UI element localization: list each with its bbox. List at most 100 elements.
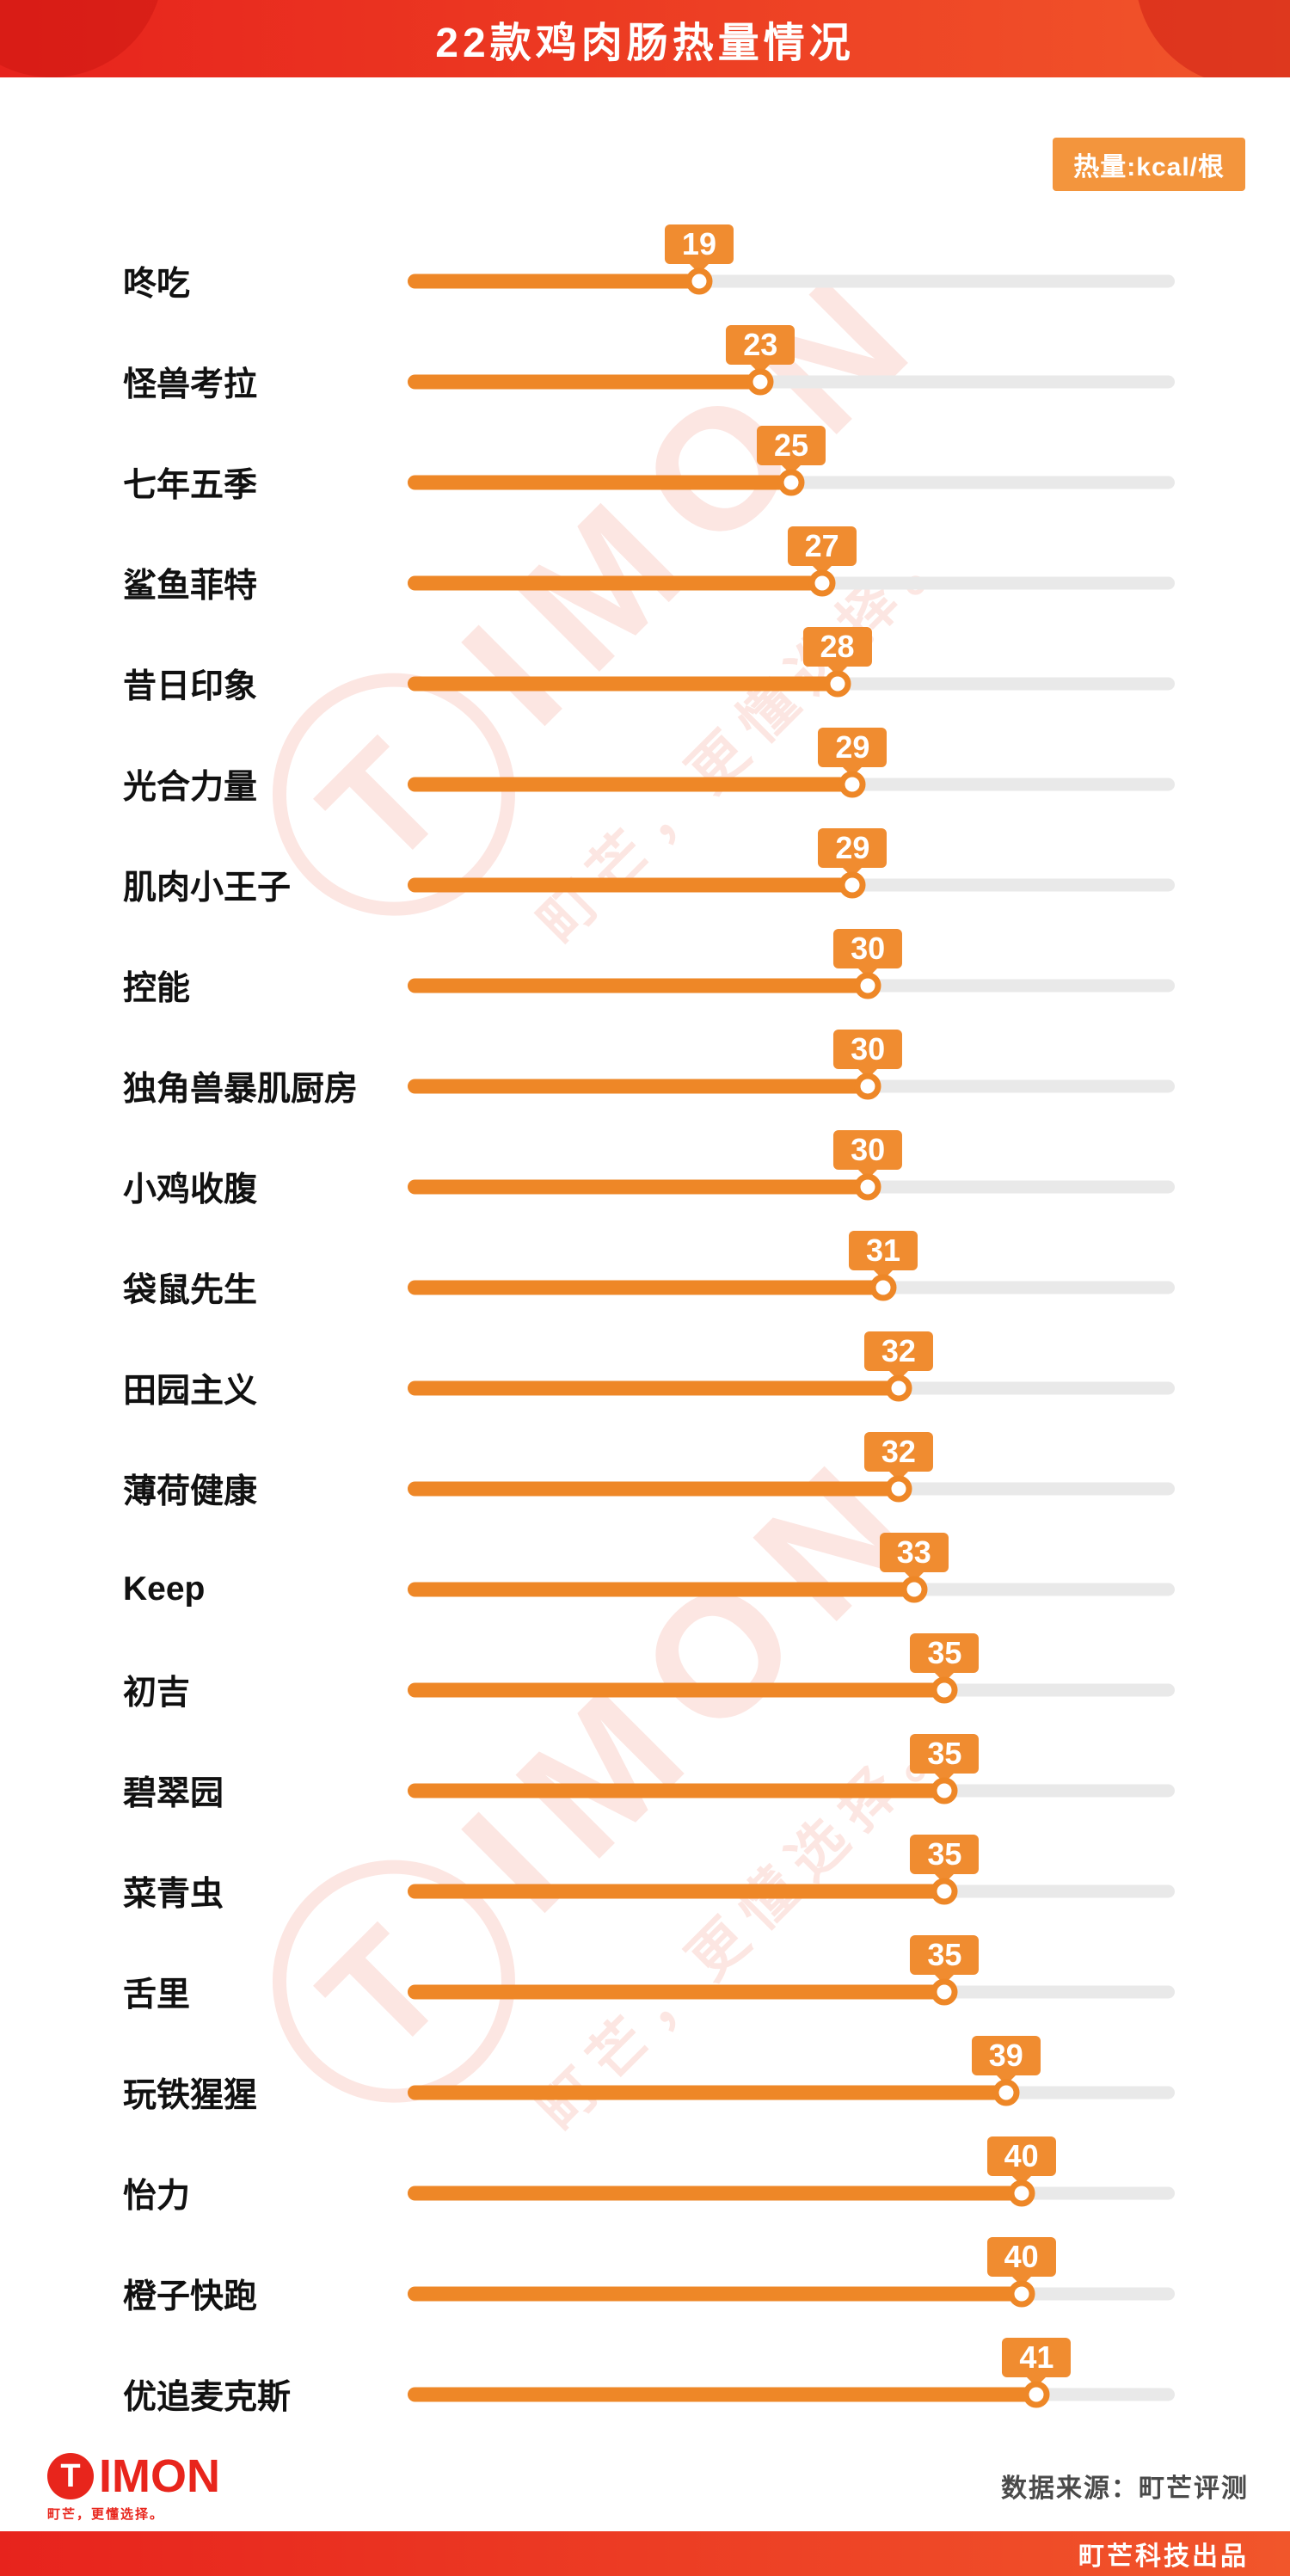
value-badge: 19 [664, 224, 734, 264]
value-label: 30 [851, 1132, 886, 1167]
slider-handle [885, 1475, 912, 1503]
footer-logo: T IMON 町芒，更懂选择。 [47, 2453, 220, 2523]
value-badge: 23 [726, 325, 796, 365]
slider-handle [992, 2079, 1020, 2106]
slider-fill [408, 274, 699, 289]
slider-handle [854, 1173, 882, 1201]
bar-area: 25 [408, 407, 1175, 507]
value-badge: 28 [802, 627, 872, 667]
bar-area: 32 [408, 1313, 1175, 1413]
product-label: 昔日印象 [123, 668, 258, 705]
product-label: 袋鼠先生 [123, 1272, 258, 1309]
slider-fill [408, 2286, 1022, 2302]
value-badge: 35 [910, 1633, 980, 1673]
bar-area: 40 [408, 2118, 1175, 2218]
slider-handle [838, 871, 866, 899]
chart-row: 昔日印象 28 [123, 608, 1175, 709]
product-label: 小鸡收腹 [123, 1171, 258, 1208]
footer-bar: 町芒科技出品 [0, 2531, 1290, 2576]
slider-handle [838, 771, 866, 798]
value-badge: 25 [756, 426, 826, 465]
value-badge: 40 [986, 2237, 1056, 2277]
slider-handle [931, 1676, 958, 1704]
chart-row: 七年五季 25 [123, 407, 1175, 507]
value-badge: 30 [833, 1130, 903, 1170]
chart-row: 怪兽考拉 23 [123, 306, 1175, 407]
value-badge: 27 [787, 526, 857, 566]
value-label: 35 [927, 1736, 962, 1771]
chart-row: 玩铁猩猩 39 [123, 2017, 1175, 2118]
chart-row: 光合力量 29 [123, 709, 1175, 809]
bar-area: 33 [408, 1514, 1175, 1614]
product-label: 怡力 [123, 2178, 191, 2215]
produced-by-label: 町芒科技出品 [1078, 2542, 1249, 2571]
value-badge: 29 [818, 828, 888, 868]
bar-area: 35 [408, 1715, 1175, 1816]
chart-row: 独角兽暴肌厨房 30 [123, 1011, 1175, 1111]
value-label: 30 [851, 931, 886, 966]
product-label: 薄荷健康 [123, 1473, 258, 1510]
chart-row: 控能 30 [123, 910, 1175, 1011]
product-label: Keep [123, 1571, 206, 1608]
product-label: 橙子快跑 [123, 2278, 258, 2315]
value-label: 29 [835, 830, 870, 865]
slider-fill [408, 2085, 1006, 2100]
product-label: 独角兽暴肌厨房 [123, 1071, 359, 1108]
bar-area: 28 [408, 608, 1175, 709]
slider-handle [931, 1878, 958, 1905]
bar-area: 39 [408, 2017, 1175, 2118]
bar-area: 23 [408, 306, 1175, 407]
bar-area: 35 [408, 1816, 1175, 1916]
footer-logo-slogan: 町芒，更懂选择。 [47, 2507, 165, 2522]
bar-area: 29 [408, 809, 1175, 910]
value-label: 28 [820, 629, 855, 664]
slider-fill [408, 575, 822, 591]
value-badge: 32 [863, 1432, 933, 1472]
bar-area: 27 [408, 507, 1175, 608]
value-badge: 40 [986, 2136, 1056, 2176]
slider-handle [685, 267, 713, 295]
bar-area: 30 [408, 910, 1175, 1011]
product-label: 咚吃 [123, 266, 191, 303]
slider-handle [885, 1374, 912, 1402]
product-label: 光合力量 [123, 769, 258, 806]
chart-row: 橙子快跑 40 [123, 2218, 1175, 2319]
slider-fill [408, 1380, 899, 1396]
chart-row: 碧翠园 35 [123, 1715, 1175, 1816]
timon-logo-icon: T [47, 2453, 94, 2499]
chart-row: 肌肉小王子 29 [123, 809, 1175, 910]
page-title: 22款鸡肉肠热量情况 [435, 21, 855, 66]
slider-handle [931, 1777, 958, 1804]
value-label: 23 [743, 327, 778, 362]
value-label: 39 [988, 2038, 1023, 2073]
chart-row: 舌里 35 [123, 1916, 1175, 2017]
slider-fill [408, 877, 853, 893]
chart-row: 田园主义 32 [123, 1313, 1175, 1413]
value-label: 35 [927, 1635, 962, 1670]
bar-area: 30 [408, 1111, 1175, 1212]
value-badge: 35 [910, 1835, 980, 1874]
slider-fill [408, 978, 869, 993]
bar-area: 31 [408, 1212, 1175, 1313]
chart-row: 薄荷健康 32 [123, 1413, 1175, 1514]
value-badge: 35 [910, 1734, 980, 1774]
slider-handle [900, 1576, 928, 1603]
bar-area: 30 [408, 1011, 1175, 1111]
product-label: 初吉 [123, 1675, 191, 1712]
value-label: 35 [927, 1937, 962, 1972]
product-label: 优追麦克斯 [123, 2379, 292, 2416]
value-label: 41 [1019, 2339, 1054, 2375]
slider-handle [869, 1274, 897, 1301]
slider-handle [746, 368, 774, 396]
product-label: 玩铁猩猩 [123, 2077, 258, 2114]
slider-fill [408, 1682, 945, 1698]
product-label: 七年五季 [123, 467, 258, 504]
bar-area: 32 [408, 1413, 1175, 1514]
chart-rows: 咚吃 19 怪兽考拉 23 七年五季 25 鲨鱼菲特 27 [123, 206, 1175, 2419]
value-label: 27 [804, 528, 839, 563]
value-badge: 39 [971, 2036, 1041, 2075]
product-label: 控能 [123, 970, 191, 1007]
product-label: 碧翠园 [123, 1775, 224, 1812]
value-label: 25 [773, 427, 809, 463]
value-badge: 41 [1002, 2338, 1072, 2377]
